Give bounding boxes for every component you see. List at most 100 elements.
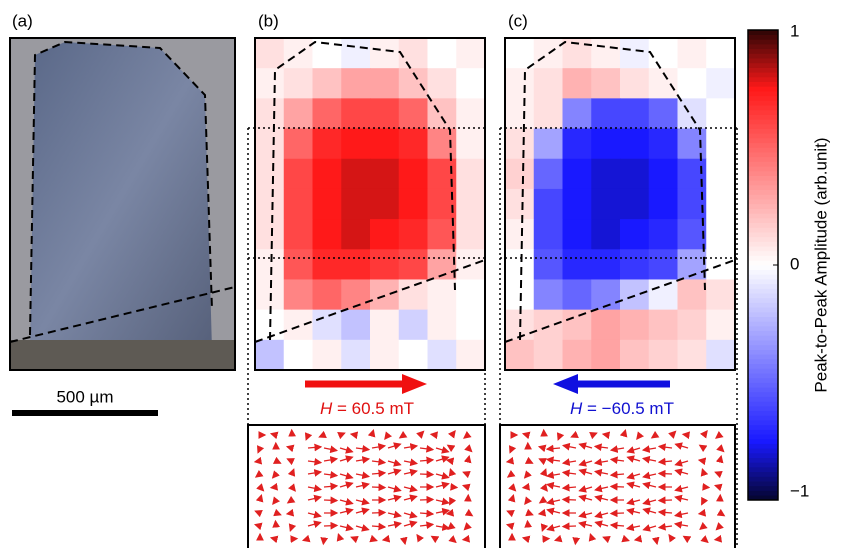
heatmap-cell — [456, 340, 485, 371]
heatmap-cell — [341, 98, 370, 129]
vector-arrow — [324, 474, 337, 476]
vector-arrow — [643, 484, 656, 487]
vector-arrow — [611, 486, 624, 487]
heatmap-cell — [563, 340, 592, 371]
heatmap-cell — [649, 98, 678, 129]
vector-arrow — [404, 461, 417, 464]
vector-arrow — [683, 434, 688, 435]
vector-arrow — [303, 539, 308, 540]
vector-arrow — [468, 448, 472, 451]
heatmap-cell — [399, 38, 428, 69]
vector-arrow — [372, 446, 385, 448]
heatmap-cell — [591, 189, 620, 220]
vector-arrow — [512, 487, 515, 491]
heatmap-cell — [534, 249, 563, 280]
heatmap-cell — [534, 189, 563, 220]
vector-arrow — [273, 474, 276, 478]
vector-arrow — [580, 470, 592, 474]
vector-arrow — [324, 500, 337, 501]
vector-arrow — [624, 430, 625, 435]
colorbar-step — [748, 222, 778, 227]
vector-arrow — [340, 500, 353, 504]
vector-arrow — [563, 526, 576, 527]
heatmap-cell — [534, 159, 563, 190]
vector-arrow — [512, 495, 513, 500]
vector-arrow — [308, 472, 321, 474]
heatmap-cell — [591, 68, 620, 99]
heatmap-cell — [284, 38, 313, 69]
vector-arrow — [372, 487, 385, 488]
heatmap-cell — [505, 219, 534, 250]
heatmap-cell — [313, 98, 342, 129]
colorbar-step — [748, 279, 778, 284]
heatmap-cell — [428, 340, 457, 371]
colorbar-step — [748, 199, 778, 204]
heatmap-cell — [456, 249, 485, 280]
heatmap-cell — [313, 279, 342, 310]
colorbar-step — [748, 410, 778, 415]
vector-arrow — [563, 487, 576, 488]
heatmap-cell — [505, 98, 534, 129]
quiver — [255, 430, 724, 544]
vector-arrow — [700, 445, 704, 448]
vector-arrow — [388, 497, 401, 500]
heatmap-cell — [706, 98, 735, 129]
heatmap-cell — [255, 129, 284, 160]
vector-arrow — [388, 523, 401, 526]
colorbar-step — [748, 298, 778, 303]
colorbar-step — [748, 439, 778, 444]
vector-arrow — [675, 487, 688, 490]
vector-arrow — [271, 434, 276, 435]
heatmap-cell — [284, 310, 313, 341]
vector-arrow — [452, 431, 455, 435]
colorbar-step — [748, 368, 778, 373]
heatmap-cell — [399, 340, 428, 371]
colorbar-step — [748, 34, 778, 39]
heatmap-cell — [313, 310, 342, 341]
vector-arrow — [290, 526, 292, 531]
vector-arrow — [659, 473, 672, 474]
vector-arrow — [675, 524, 688, 526]
heatmap-cell — [255, 98, 284, 129]
vector-arrow — [563, 445, 576, 448]
colorbar-step — [748, 486, 778, 491]
heatmap-cell — [284, 189, 313, 220]
vector-arrow — [563, 472, 576, 474]
vector-arrow — [592, 433, 597, 435]
colorbar-step — [748, 185, 778, 190]
vector-arrow — [547, 484, 560, 487]
vector-arrow — [528, 513, 533, 515]
heatmap-cell — [620, 249, 649, 280]
vector-arrow — [356, 500, 369, 503]
vector-arrow — [656, 539, 657, 544]
colorbar-step — [748, 152, 778, 157]
heatmap-cell — [399, 159, 428, 190]
vector-arrow — [547, 474, 560, 476]
heatmap-cell — [591, 129, 620, 160]
heatmap-cell — [313, 129, 342, 160]
vector-arrow — [356, 459, 369, 461]
vector-arrow — [463, 539, 468, 540]
vector-arrow — [523, 434, 528, 435]
heatmap-cell — [399, 129, 428, 160]
heatmap-cell — [534, 219, 563, 250]
vector-arrow — [372, 539, 377, 541]
vector-arrow — [637, 435, 640, 439]
vector-arrow — [547, 510, 560, 513]
heatmap-cell — [341, 68, 370, 99]
vector-arrow — [436, 500, 449, 503]
heatmap-cell — [505, 340, 534, 371]
heatmap-cell — [428, 38, 457, 69]
colorbar-step — [748, 373, 778, 378]
heatmap-cell — [534, 340, 563, 371]
heatmap-cell — [649, 129, 678, 160]
heatmap-cell — [678, 340, 707, 371]
vector-arrow — [404, 497, 417, 500]
vector-arrow — [611, 459, 624, 461]
colorbar-step — [748, 443, 778, 448]
vector-arrow — [558, 435, 560, 440]
colorbar-step — [748, 138, 778, 143]
heatmap-cell — [649, 249, 678, 280]
colorbar-step — [748, 246, 778, 251]
